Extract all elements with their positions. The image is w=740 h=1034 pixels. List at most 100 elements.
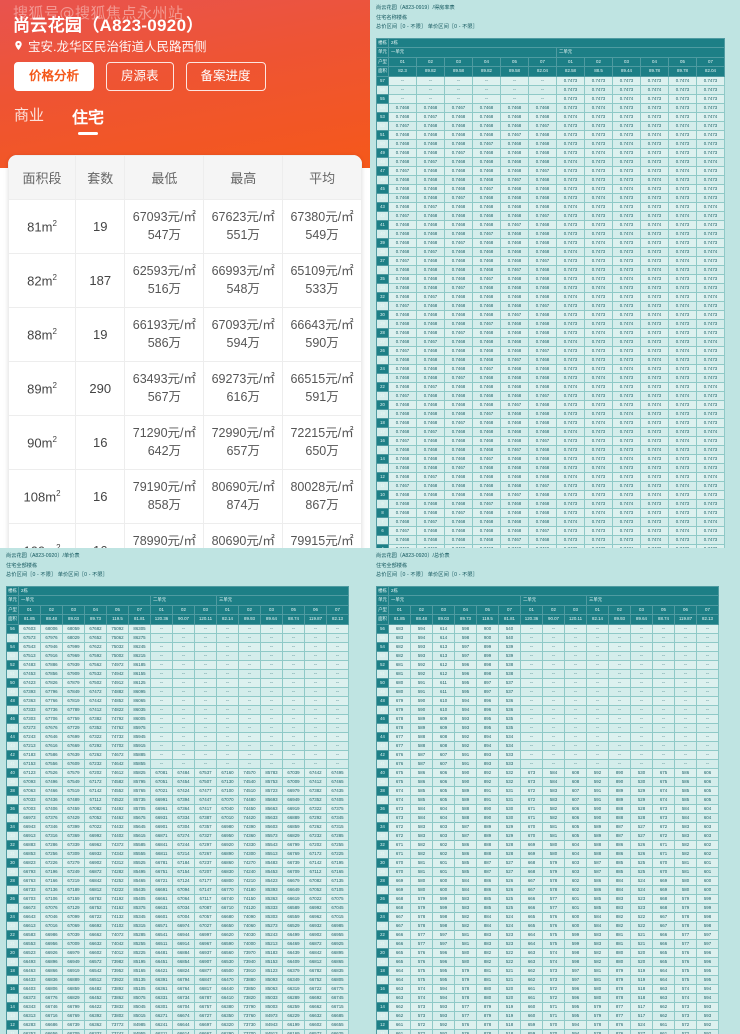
sheet-cell: 0.7473 bbox=[696, 165, 725, 176]
sheet-cell: 581 bbox=[586, 974, 609, 985]
occupancy-rate-table[interactable]: 楼栋 2栋 单元 一单元 二单元 户型 01 02 03 04 05 07 01 02 03 04 05 07 面积… bbox=[376, 37, 725, 548]
sheet-row: 46 678 589 609 593 895 535 -- -- -- -- -- -- -- -- -- bbox=[376, 713, 719, 724]
sheet-cell: 672 bbox=[388, 821, 411, 832]
listing-table-button[interactable]: 房源表 bbox=[106, 62, 174, 91]
sheet-cell: 0.7468 bbox=[416, 363, 445, 374]
sheet-cell: 73730 bbox=[238, 1019, 261, 1030]
sheet-cell: 0.7473 bbox=[640, 156, 669, 167]
sheet-cell: 677 bbox=[388, 731, 411, 742]
sheet-cell: 597 bbox=[564, 974, 587, 985]
sheet-cell: 66985 bbox=[326, 920, 349, 931]
sheet-cell: -- bbox=[216, 731, 239, 742]
sheet-cell: -- bbox=[652, 677, 675, 688]
sheet-cell: 85135 bbox=[128, 974, 151, 985]
sheet-cell: 591 bbox=[410, 686, 433, 697]
sheet-cell: 0.7468 bbox=[528, 336, 557, 347]
sheet-cell: 595 bbox=[696, 974, 719, 985]
sheet-cell: -- bbox=[520, 740, 543, 751]
sheet-cell: 67219 bbox=[62, 875, 85, 886]
sheet-cell: 74000 bbox=[238, 938, 261, 949]
sheet-cell: 0.7473 bbox=[584, 525, 613, 536]
sheet-row: 50 0.7468 0.7468 0.7468 0.7467 0.7468 0.7468 0.… bbox=[376, 138, 725, 149]
sheet-cell: 0.7473 bbox=[584, 273, 613, 284]
tab-commercial[interactable]: 商业 bbox=[14, 107, 45, 124]
sheet-cell: 0.7473 bbox=[584, 120, 613, 131]
sheet-cell: 0.7473 bbox=[612, 174, 641, 185]
sheet-cell: 0.7468 bbox=[500, 147, 529, 158]
app-panel: 搜狐号@搜狐焦点永州站 尚云花园（A823-0920） 宝安.龙华区民治街道人民… bbox=[0, 0, 370, 548]
sheet-cell: 74342 bbox=[106, 848, 129, 859]
sheet-cell: 67147 bbox=[194, 884, 217, 895]
tab-residential[interactable]: 住宅 bbox=[72, 104, 104, 135]
sheet-floor-label: 8 bbox=[376, 507, 389, 518]
sheet-cell: 85483 bbox=[260, 857, 283, 868]
sheet-cell: 67082 bbox=[84, 803, 107, 814]
sheet-cell: 0.7468 bbox=[528, 192, 557, 203]
sheet-cell: 0.7468 bbox=[444, 345, 473, 356]
sheet-cell: 0.7468 bbox=[444, 453, 473, 464]
sheet-cell: 73850 bbox=[238, 983, 261, 994]
sheet-cell: 66511 bbox=[150, 938, 173, 949]
sheet-cell: 881 bbox=[476, 965, 499, 976]
sheet-cell: -- bbox=[564, 740, 587, 751]
price-analysis-button[interactable]: 价格分析 bbox=[14, 62, 95, 91]
sheet-cell: -- bbox=[150, 758, 173, 769]
sheet-cell: 0.7473 bbox=[696, 372, 725, 383]
sheet-cell: 595 bbox=[564, 1010, 587, 1021]
sheet-floor-label: 49 bbox=[376, 686, 389, 697]
sheet-cell: 603 bbox=[432, 830, 455, 841]
sheet-cell: 0.7474 bbox=[584, 147, 613, 158]
filing-progress-button[interactable]: 备案进度 bbox=[185, 62, 266, 91]
sheet-cell: -- bbox=[674, 623, 697, 634]
unit-price-table[interactable]: 楼栋 2栋 单元 一单元 二单元 三单元 户型 01 02 03 04 05 07 01 02 03 01 02 0… bbox=[6, 585, 349, 1034]
sheet-cell: 900 bbox=[476, 623, 499, 634]
sheet-cell: 0.7468 bbox=[500, 417, 529, 428]
sheet-cell: 578 bbox=[410, 911, 433, 922]
sheet-cell: 0.7473 bbox=[668, 84, 697, 95]
sheet-cell: 66842 bbox=[84, 875, 107, 886]
sheet-row: 36 673 584 604 588 890 530 671 582 606 590 888 528 67… bbox=[376, 803, 719, 814]
sheet-row: 27 669 580 600 584 886 526 667 578 602 586 884 524 66… bbox=[376, 884, 719, 895]
sheet-cell: 85765 bbox=[128, 785, 151, 796]
sheet-cell: 527 bbox=[630, 821, 653, 832]
sheet-cell: 0.7474 bbox=[584, 102, 613, 113]
sheet-cell: -- bbox=[172, 641, 195, 652]
sheet-cell: 66704 bbox=[172, 1001, 195, 1012]
sheet-cell: 606 bbox=[432, 767, 455, 778]
sheet-cell: 0.7473 bbox=[584, 399, 613, 410]
sheet-cell: 67639 bbox=[62, 749, 85, 760]
sheet-col-type: 03 bbox=[564, 604, 587, 616]
sheet-cell: 882 bbox=[608, 920, 631, 931]
sheet-cell: 0.7474 bbox=[668, 75, 697, 86]
sheet-cell: 66932 bbox=[84, 848, 107, 859]
sheet-cell: 0.7473 bbox=[696, 228, 725, 239]
sheet-cell: 66992 bbox=[304, 902, 327, 913]
total-price-table[interactable]: 楼栋 2栋 单元 一单元 二单元 三单元 户型 01 02 03 04 05 07 01 02 03 01 02 0… bbox=[376, 585, 719, 1034]
sheet-cell: -- bbox=[542, 650, 565, 661]
sheet-cell: -- bbox=[150, 695, 173, 706]
sheet-cell: 0.7473 bbox=[556, 282, 585, 293]
sheet-cell: 67766 bbox=[40, 695, 63, 706]
sheet-cell: 528 bbox=[498, 848, 521, 859]
sheet-cell: 588 bbox=[586, 848, 609, 859]
sheet-cell: 0.7468 bbox=[416, 165, 445, 176]
sheet-cell: 0.7473 bbox=[640, 390, 669, 401]
sheet-cell: 67886 bbox=[40, 659, 63, 670]
sheet-cell: 586 bbox=[586, 875, 609, 886]
sheet-cell: 600 bbox=[564, 911, 587, 922]
sheet-cell: -- bbox=[520, 758, 543, 769]
sheet-cell: 73892 bbox=[106, 983, 129, 994]
sheet-row: 25 66673 67076 67129 66752 74162 85375 66631 670… bbox=[6, 902, 349, 913]
sheet-cell: 66559 bbox=[282, 911, 305, 922]
sheet-cell: 66752 bbox=[304, 974, 327, 985]
sheet-cell: 74432 bbox=[106, 821, 129, 832]
cell-count: 187 bbox=[75, 253, 126, 308]
sheet-floor-label: 21 bbox=[376, 938, 389, 949]
sheet-cell: 67483 bbox=[18, 659, 41, 670]
sheet-cell: 0.7473 bbox=[668, 336, 697, 347]
sheet-cell: 67447 bbox=[194, 794, 217, 805]
sheet-floor-label: 55 bbox=[376, 93, 389, 104]
sheet-col-area: 88.74 bbox=[282, 614, 305, 625]
sheet-cell: 67856 bbox=[40, 668, 63, 679]
sheet-cell: 584 bbox=[586, 920, 609, 931]
